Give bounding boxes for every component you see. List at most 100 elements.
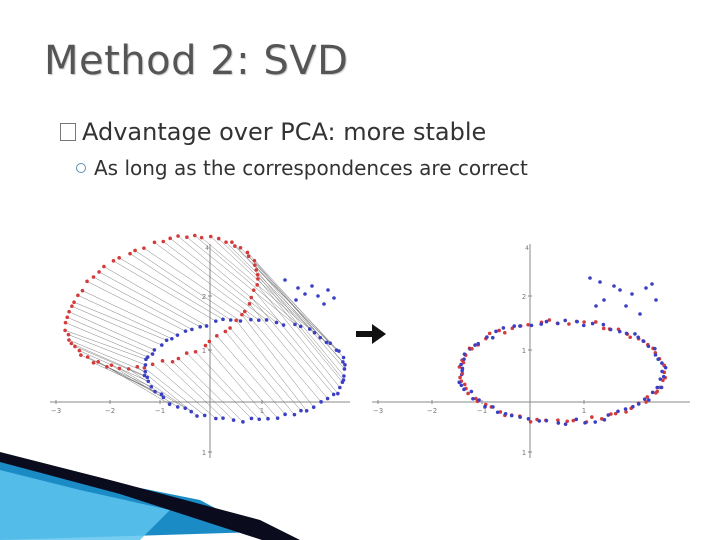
red-point: [133, 248, 137, 253]
blue-point: [494, 329, 498, 334]
outlier-point: [602, 298, 606, 302]
blue-point: [146, 379, 151, 384]
blue-point: [485, 335, 489, 339]
red-point: [102, 264, 106, 269]
outlier-point: [618, 288, 622, 292]
red-point: [502, 330, 507, 335]
blue-point: [473, 343, 477, 347]
red-point: [135, 364, 140, 369]
red-point: [567, 322, 571, 326]
red-point: [105, 365, 109, 369]
blue-point: [462, 357, 466, 361]
red-point: [63, 328, 67, 333]
red-point: [72, 300, 76, 305]
outlier-point: [322, 302, 326, 306]
blue-point: [563, 422, 568, 426]
blue-point: [636, 335, 641, 340]
blue-point: [529, 323, 534, 328]
red-point: [176, 234, 180, 238]
red-point: [193, 349, 198, 354]
blue-point: [214, 416, 218, 421]
blue-point: [459, 362, 463, 367]
blue-point: [311, 405, 316, 410]
blue-point: [469, 389, 474, 394]
blue-point: [636, 402, 641, 406]
blue-point: [152, 348, 157, 352]
blue-point: [204, 324, 209, 328]
red-point: [644, 400, 648, 404]
red-point: [565, 419, 570, 424]
red-point: [255, 283, 259, 287]
red-point: [66, 332, 71, 337]
x-tick-label: 1: [260, 407, 264, 415]
red-point: [109, 363, 114, 367]
correspondence-line: [103, 266, 207, 327]
blue-point: [653, 353, 658, 357]
blue-point: [149, 384, 154, 389]
red-point: [168, 236, 172, 241]
blue-point: [292, 412, 297, 417]
blue-point: [539, 322, 544, 326]
blue-point: [283, 412, 287, 417]
blue-point: [501, 326, 506, 330]
blue-point: [617, 329, 622, 334]
red-point: [73, 344, 77, 349]
red-point: [238, 245, 243, 250]
blue-point: [490, 335, 495, 340]
blue-point: [150, 352, 155, 356]
correspondence-line: [244, 311, 322, 402]
red-point: [67, 338, 71, 342]
outlier-point: [644, 286, 648, 290]
blue-point: [544, 418, 549, 423]
correspondence-line: [254, 260, 346, 366]
correspondence-line: [256, 284, 341, 388]
correspondence-line: [68, 339, 146, 372]
correspondence-line: [71, 305, 162, 346]
outlier-point: [326, 288, 330, 292]
blue-point: [312, 330, 317, 335]
correspondence-line: [210, 236, 315, 333]
correspondence-line: [257, 278, 343, 383]
bullet-main-text: Advantage over PCA: more stable: [82, 118, 487, 146]
blue-point: [195, 414, 199, 418]
blue-point: [495, 410, 500, 415]
blue-point: [183, 329, 188, 333]
blue-point: [590, 321, 595, 326]
correspondence-line: [144, 367, 205, 416]
blue-point: [503, 412, 508, 416]
red-point: [208, 234, 213, 239]
blue-point: [641, 339, 646, 343]
blue-point: [190, 327, 194, 332]
blue-point: [476, 341, 480, 346]
correspondence-line: [69, 311, 155, 351]
correspondence-line: [143, 247, 252, 320]
red-point: [70, 304, 74, 309]
red-point: [654, 391, 658, 395]
correspondence-line: [65, 322, 148, 358]
correspondence-line: [113, 260, 216, 322]
correspondence-line: [172, 361, 234, 421]
blue-point: [298, 324, 303, 329]
correspondence-line: [201, 237, 310, 330]
red-point: [160, 359, 165, 363]
blue-point: [228, 318, 233, 322]
red-point: [161, 239, 166, 244]
red-point: [150, 362, 155, 367]
blue-point: [457, 380, 462, 385]
blue-point: [257, 417, 262, 422]
red-point: [126, 367, 131, 371]
blue-point: [658, 377, 663, 381]
x-tick-label: 1: [582, 407, 586, 415]
blue-point: [337, 349, 341, 353]
blue-point: [159, 343, 164, 347]
red-point: [590, 415, 594, 419]
blue-point: [653, 346, 657, 351]
blue-point: [544, 319, 549, 324]
blue-point: [145, 355, 150, 359]
blue-point: [145, 375, 150, 380]
correspondence-line: [73, 301, 167, 341]
blue-point: [650, 390, 655, 395]
red-point: [251, 288, 256, 292]
blue-point: [655, 385, 660, 390]
